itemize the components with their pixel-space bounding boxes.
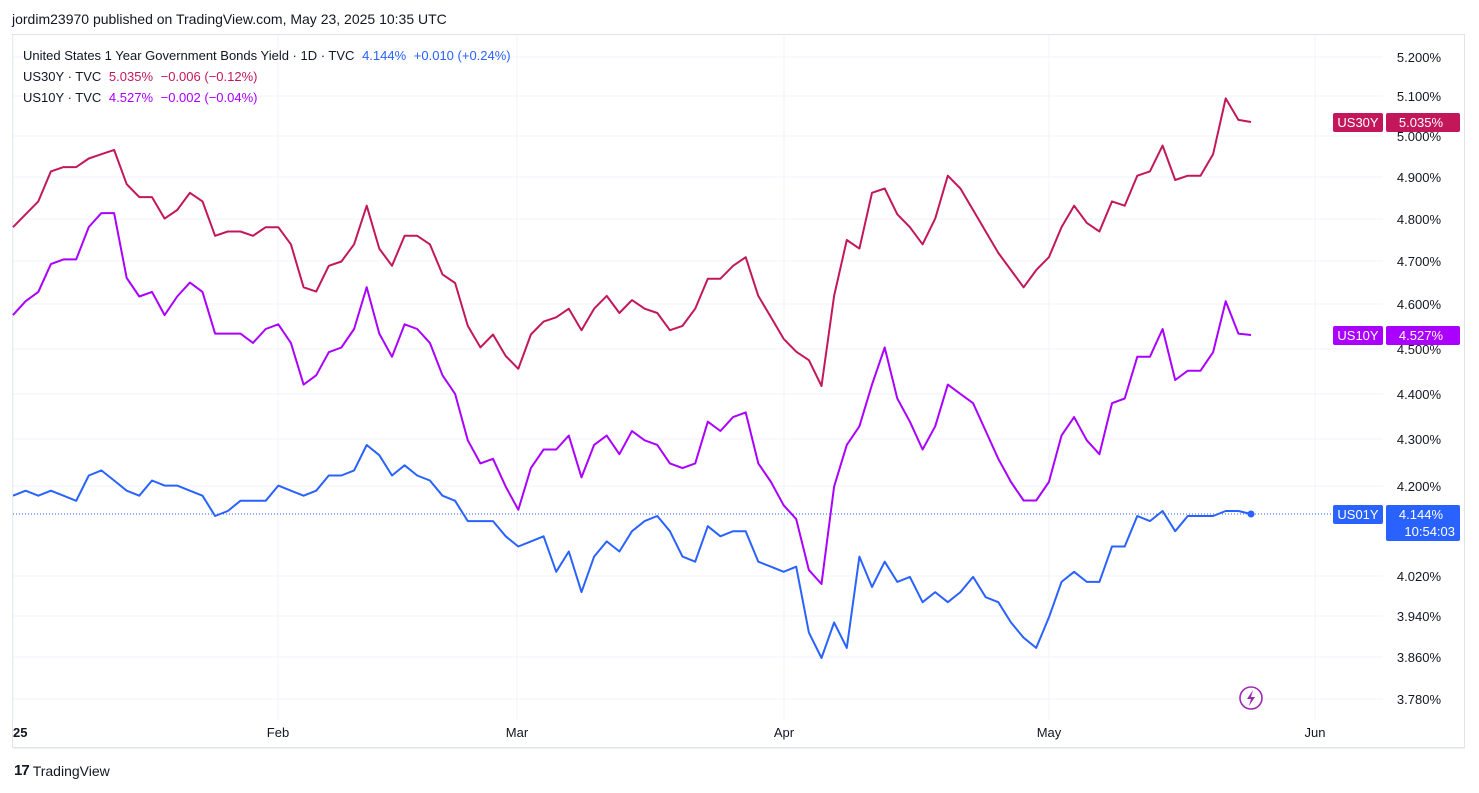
- series-line-us10y: [12, 212, 1252, 585]
- legend-row-us01y[interactable]: United States 1 Year Government Bonds Yi…: [23, 45, 515, 66]
- legend-value: 4.144%: [362, 48, 407, 63]
- series-value-tag-label: 4.527%: [1399, 328, 1444, 343]
- y-tick-label: 4.300%: [1397, 432, 1442, 447]
- legend-value: 4.527%: [108, 90, 153, 105]
- y-tick-label: 4.020%: [1397, 569, 1442, 584]
- series-value-tag-label: 5.035%: [1399, 115, 1444, 130]
- y-tick-label: 4.600%: [1397, 297, 1442, 312]
- legend-change: +0.010 (+0.24%): [413, 48, 511, 63]
- y-tick-label: 3.940%: [1397, 609, 1442, 624]
- y-tick-label: 4.500%: [1397, 342, 1442, 357]
- series-value-tag: [1386, 113, 1460, 132]
- tradingview-logo-icon: 17: [14, 762, 30, 779]
- legend-value: 5.035%: [108, 69, 153, 84]
- y-tick-label: 5.200%: [1397, 50, 1442, 65]
- legend-name: US10Y · TVC: [23, 90, 102, 105]
- footer-brand-label: TradingView: [32, 762, 110, 779]
- legend-name: United States 1 Year Government Bonds Yi…: [23, 48, 355, 63]
- legend-change: −0.002 (−0.04%): [160, 90, 258, 105]
- series-name-tag: [1333, 326, 1383, 345]
- series-line-us30y: [12, 97, 1252, 387]
- x-tick-label: Apr: [774, 725, 795, 740]
- series-value-tag-label: 4.144%: [1399, 507, 1444, 522]
- y-tick-label: 4.200%: [1397, 479, 1442, 494]
- y-tick-label: 4.900%: [1397, 170, 1442, 185]
- y-tick-label: 3.860%: [1397, 650, 1442, 665]
- legend: United States 1 Year Government Bonds Yi…: [23, 45, 515, 108]
- last-point-marker: [1247, 510, 1255, 518]
- x-tick-label: 25: [13, 725, 27, 740]
- x-tick-label: May: [1037, 725, 1062, 740]
- series-name-tag: [1333, 113, 1383, 132]
- y-tick-label: 4.800%: [1397, 212, 1442, 227]
- publish-header-text: jordim23970 published on TradingView.com…: [12, 11, 447, 27]
- series-name-tag-label: US30Y: [1337, 115, 1379, 130]
- y-tick-label: 4.700%: [1397, 254, 1442, 269]
- legend-change: −0.006 (−0.12%): [160, 69, 258, 84]
- x-tick-label: Mar: [506, 725, 529, 740]
- y-tick-label: 3.780%: [1397, 692, 1442, 707]
- footer-brand[interactable]: 17 TradingView: [14, 762, 110, 779]
- legend-row-us10y[interactable]: US10Y · TVC 4.527% −0.002 (−0.04%): [23, 87, 515, 108]
- y-tick-label: 5.100%: [1397, 89, 1442, 104]
- x-tick-label: Feb: [267, 725, 289, 740]
- series-name-tag: [1333, 505, 1383, 524]
- series-value-tag: [1386, 505, 1460, 541]
- legend-name: US30Y · TVC: [23, 69, 102, 84]
- x-tick-label: Jun: [1305, 725, 1326, 740]
- publish-header: jordim23970 published on TradingView.com…: [12, 11, 447, 27]
- lightning-icon-glyph: [1247, 690, 1255, 706]
- series-name-tag-label: US01Y: [1337, 507, 1379, 522]
- series-line-us01y: [12, 444, 1252, 659]
- series-name-tag-label: US10Y: [1337, 328, 1379, 343]
- countdown-label: 10:54:03: [1404, 524, 1455, 539]
- y-tick-label: 5.000%: [1397, 129, 1442, 144]
- series-value-tag: [1386, 326, 1460, 345]
- y-tick-label: 4.400%: [1397, 387, 1442, 402]
- legend-row-us30y[interactable]: US30Y · TVC 5.035% −0.006 (−0.12%): [23, 66, 515, 87]
